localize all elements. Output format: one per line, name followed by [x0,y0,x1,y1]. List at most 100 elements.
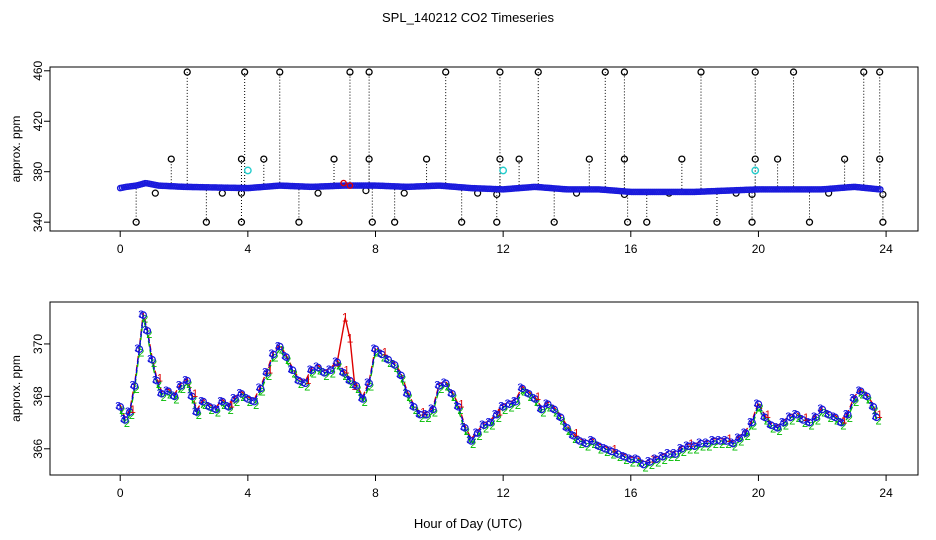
series-2-marker: 2 [496,413,502,425]
series-3-marker: 3 [243,393,249,405]
outlier-point [314,189,322,197]
series-1-marker: 1 [573,428,579,440]
y-axis-label: approx. ppm [9,116,23,183]
data-point [327,366,335,374]
data-point [524,389,533,398]
outlier-point-mid [515,155,523,163]
series-1-marker: 1 [382,346,388,358]
series-3-marker: 3 [157,387,163,399]
data-point-red [340,179,347,187]
x-tick-label: 0 [117,486,124,500]
series-3-marker: 3 [453,401,459,413]
series-2-marker: 2 [789,415,795,427]
series-2-marker: 2 [681,447,687,459]
data-point [263,368,271,377]
series-3-marker: 3 [626,453,632,465]
series-1-marker: 1 [803,412,809,424]
series-2-marker: 2 [489,421,495,433]
series-2-marker: 2 [266,371,272,383]
series-3-marker: 3 [785,411,791,423]
data-point [212,405,220,414]
outlier-point-high [697,68,705,76]
data-point [157,389,166,398]
data-point [563,424,571,432]
series-2-marker: 2 [528,392,534,404]
series-3-marker: 3 [849,393,855,405]
x-tick-label: 8 [372,486,379,500]
data-point [486,418,495,427]
series-3-marker: 3 [619,450,625,462]
series-2-marker: 2 [770,423,776,435]
y-tick-label: 420 [31,111,45,131]
data-point [786,413,795,422]
series-1-marker: 1 [351,379,358,393]
outlier-point-high [601,68,609,76]
outlier-point-mid [496,155,504,163]
data-point [646,458,654,466]
data-point [690,442,699,450]
series-2-marker: 2 [560,415,566,427]
outlier-point-high [496,68,504,76]
data-point [633,455,641,464]
series-2-marker: 2 [617,452,623,464]
series-spike-1 [336,317,356,386]
data-point [358,395,367,403]
outlier-point-mid [260,155,268,163]
data-point [282,353,290,361]
series-2-marker: 2 [368,381,374,393]
series-2-marker: 2 [866,395,872,407]
data-point [409,403,418,411]
series-2-marker: 2 [598,444,604,456]
series-3-marker: 3 [568,429,574,441]
series-2-marker: 2 [156,379,162,391]
data-point [812,413,820,422]
data-point [518,384,527,393]
outlier-point-mid [773,155,782,163]
data-point [601,444,610,453]
data-point-red [346,182,354,189]
outlier-point-low [368,218,376,226]
data-point [301,379,310,388]
series-2-marker: 2 [783,421,789,433]
data-point [148,355,156,364]
data-point [352,382,361,390]
data-point [741,429,750,437]
series-2-marker: 2 [719,439,725,451]
series-3-marker: 3 [543,398,549,410]
data-point [780,418,788,427]
series-3-marker: 3 [702,437,708,449]
data-point [850,395,858,403]
data-point [818,405,827,414]
series-2-marker: 2 [362,397,368,409]
series-2-marker: 2 [834,415,840,427]
series-2-marker: 2 [191,395,197,407]
series-3-marker: 3 [517,382,523,394]
series-1-marker: 1 [344,365,350,377]
series-3-marker: 3 [613,448,619,460]
outlier-point-low [748,218,756,226]
outlier-point-mid [678,155,686,163]
series-2-marker: 2 [859,389,865,401]
series-2-marker: 2 [234,397,240,409]
series-2-marker: 2 [777,426,783,438]
series-3-marker: 3 [377,348,383,360]
series-3-marker: 3 [473,427,479,439]
series-2-marker: 2 [751,421,757,433]
outlier-point-high [876,68,884,76]
series-3-marker: 3 [530,393,536,405]
series-2-marker: 2 [161,392,167,404]
data-point-cyan [751,166,760,175]
series-3-marker: 3 [830,411,836,423]
series-2-marker: 2 [738,436,744,448]
series-2-marker: 2 [129,410,135,422]
outlier-point-mid [620,155,629,163]
data-point [435,382,444,390]
series-3-marker: 3 [824,408,830,420]
series-2-marker: 2 [477,431,483,443]
data-point [218,397,227,406]
series-1-marker: 1 [458,399,464,411]
data-point [473,429,482,437]
y-tick-label: 340 [31,212,45,232]
series-2-marker: 2 [821,408,827,420]
data-point [761,413,769,422]
